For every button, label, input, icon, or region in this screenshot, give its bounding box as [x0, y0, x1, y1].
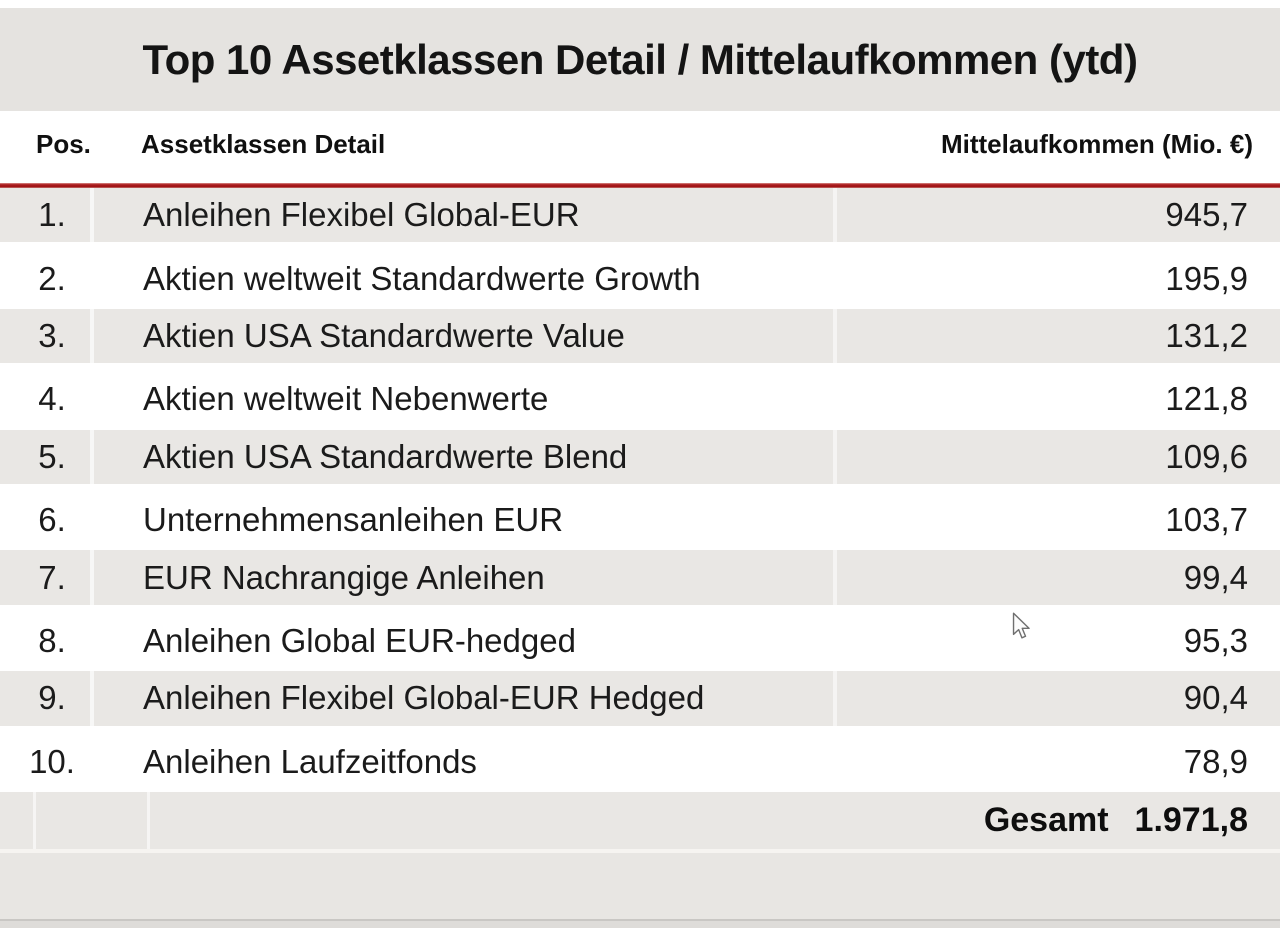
value-cell: 945,7	[1165, 196, 1248, 234]
column-header-pos: Pos.	[36, 129, 91, 159]
detail-cell: EUR Nachrangige Anleihen	[143, 558, 545, 596]
value-cell: 99,4	[1183, 558, 1248, 596]
detail-cell: Anleihen Flexibel Global-EUR Hedged	[143, 679, 705, 717]
header-divider-rule	[0, 183, 1280, 188]
pos-cell: 7.	[38, 558, 66, 596]
value-cell: 195,9	[1165, 259, 1248, 297]
detail-cell: Aktien weltweit Nebenwerte	[143, 380, 549, 418]
value-cell: 95,3	[1183, 621, 1248, 659]
footer-divider	[0, 919, 1280, 921]
mouse-cursor-icon	[1012, 612, 1030, 639]
detail-cell: Anleihen Global EUR-hedged	[143, 621, 576, 659]
detail-cell: Anleihen Flexibel Global-EUR	[143, 196, 580, 234]
total-row: Gesamt 1.971,8	[0, 792, 1280, 853]
table-column-header: Pos. Assetklassen Detail Mittelaufkommen…	[0, 111, 1280, 183]
total-row-cell-divider	[33, 792, 36, 849]
value-cell: 90,4	[1183, 679, 1248, 717]
detail-cell: Aktien USA Standardwerte Blend	[143, 437, 628, 475]
value-cell: 78,9	[1183, 742, 1248, 780]
value-cell: 109,6	[1165, 437, 1248, 475]
table-row: 6. Unternehmensanleihen EUR 103,7	[0, 490, 1280, 550]
pos-cell: 4.	[38, 380, 66, 418]
table-row: 4. Aktien weltweit Nebenwerte 121,8	[0, 369, 1280, 429]
total-value: 1.971,8	[1134, 801, 1248, 839]
pos-cell: 3.	[38, 316, 66, 354]
table-row: 10. Anleihen Laufzeitfonds 78,9	[0, 732, 1280, 792]
table-row: 7. EUR Nachrangige Anleihen 99,4	[0, 550, 1280, 611]
page-title: Top 10 Assetklassen Detail / Mittelaufko…	[142, 35, 1138, 83]
footer-strip	[0, 921, 1280, 928]
detail-cell: Aktien weltweit Standardwerte Growth	[143, 259, 701, 297]
table-row: 2. Aktien weltweit Standardwerte Growth …	[0, 248, 1280, 308]
title-banner: Top 10 Assetklassen Detail / Mittelaufko…	[0, 8, 1280, 111]
column-header-detail: Assetklassen Detail	[141, 129, 386, 159]
value-cell: 131,2	[1165, 316, 1248, 354]
column-header-value: Mittelaufkommen (Mio. €)	[940, 129, 1253, 159]
pos-cell: 8.	[38, 621, 66, 659]
total-label: Gesamt	[983, 801, 1109, 839]
total-row-cell-divider	[147, 792, 150, 849]
detail-cell: Anleihen Laufzeitfonds	[143, 742, 477, 780]
pos-cell: 1.	[38, 196, 66, 234]
table-row: 8. Anleihen Global EUR-hedged 95,3	[0, 611, 1280, 671]
table-row: 3. Aktien USA Standardwerte Value 131,2	[0, 308, 1280, 370]
pos-cell: 2.	[38, 259, 66, 297]
pos-cell: 9.	[38, 679, 66, 717]
detail-cell: Unternehmensanleihen EUR	[143, 501, 564, 539]
pos-cell: 5.	[38, 437, 66, 475]
ranking-table: 1. Anleihen Flexibel Global-EUR 945,7 2.…	[0, 188, 1280, 792]
pos-cell: 10.	[29, 742, 75, 780]
value-cell: 121,8	[1165, 380, 1248, 418]
table-row: 5. Aktien USA Standardwerte Blend 109,6	[0, 429, 1280, 490]
detail-cell: Aktien USA Standardwerte Value	[143, 316, 625, 354]
footer-area	[0, 853, 1280, 928]
pos-cell: 6.	[38, 501, 66, 539]
value-cell: 103,7	[1165, 501, 1248, 539]
table-row: 9. Anleihen Flexibel Global-EUR Hedged 9…	[0, 671, 1280, 732]
table-row: 1. Anleihen Flexibel Global-EUR 945,7	[0, 188, 1280, 249]
